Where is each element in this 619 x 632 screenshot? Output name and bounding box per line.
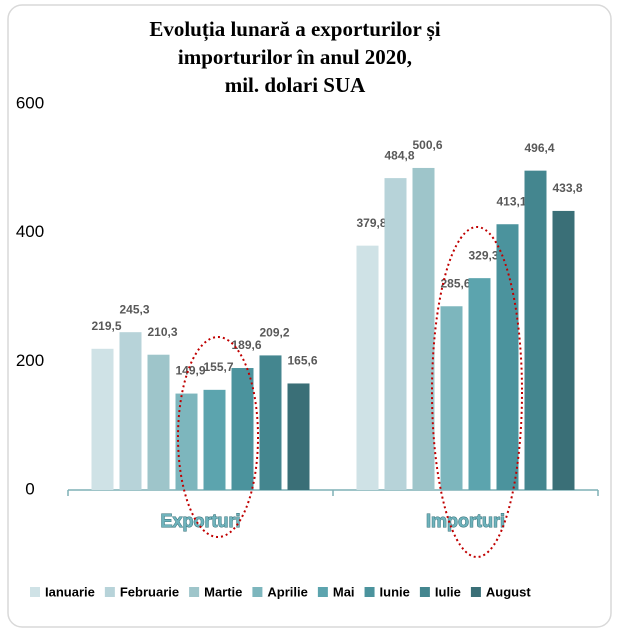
bar xyxy=(203,389,226,490)
y-tick-label: 200 xyxy=(16,351,44,370)
data-label: 210,3 xyxy=(147,325,177,339)
bar xyxy=(231,368,254,490)
y-tick-label: 400 xyxy=(16,222,44,241)
legend-swatch xyxy=(364,587,375,597)
legend-label: Mai xyxy=(333,584,355,599)
highlight-ellipse xyxy=(177,336,259,538)
legend-label: August xyxy=(486,584,531,599)
legend-label: Aprilie xyxy=(267,584,307,599)
bar xyxy=(468,278,491,490)
bar xyxy=(356,245,379,490)
bar xyxy=(119,332,142,490)
x-tick-label: Exporturi xyxy=(160,511,240,531)
data-label: 433,8 xyxy=(552,181,582,195)
x-tick-label: Importuri xyxy=(426,511,505,531)
legend-swatch xyxy=(470,587,481,597)
data-label: 500,6 xyxy=(412,138,442,152)
bar xyxy=(287,383,310,490)
chart-title: Evoluția lunară a exporturilor și xyxy=(149,17,440,42)
data-label: 219,5 xyxy=(91,319,121,333)
bar xyxy=(496,224,519,490)
y-tick-label: 0 xyxy=(25,479,34,498)
legend-swatch xyxy=(30,587,40,597)
bar xyxy=(384,178,407,490)
legend-label: Iulie xyxy=(435,584,461,599)
bar xyxy=(259,355,282,490)
data-label: 209,2 xyxy=(259,326,289,340)
data-label: 155,7 xyxy=(203,360,233,374)
data-label: 379,8 xyxy=(356,216,386,230)
legend-label: Ianuarie xyxy=(45,584,95,599)
data-label: 149,9 xyxy=(175,364,205,378)
chart-title: mil. dolari SUA xyxy=(225,73,366,97)
chart-title: importurilor în anul 2020, xyxy=(178,45,412,69)
legend-swatch xyxy=(189,587,200,597)
legend-swatch xyxy=(419,587,430,597)
data-label: 496,4 xyxy=(524,141,554,155)
y-tick-label: 600 xyxy=(16,93,44,112)
bar xyxy=(440,306,463,490)
bar xyxy=(175,393,198,490)
legend-label: Februarie xyxy=(120,584,179,599)
bar xyxy=(91,348,114,490)
data-label: 413,1 xyxy=(496,194,526,208)
data-label: 189,6 xyxy=(231,338,261,352)
data-label: 285,6 xyxy=(440,276,470,290)
legend-swatch xyxy=(252,587,263,597)
data-label: 165,6 xyxy=(287,354,317,368)
legend-swatch xyxy=(317,587,328,597)
plot-area: 0200400600Exporturi219,5245,3210,3149,91… xyxy=(16,93,599,599)
bar xyxy=(412,167,435,490)
data-label: 329,3 xyxy=(468,248,498,262)
legend-label: Martie xyxy=(204,584,242,599)
legend-swatch xyxy=(104,587,115,597)
bar xyxy=(552,210,575,490)
bar xyxy=(524,170,547,490)
legend-label: Iunie xyxy=(380,584,410,599)
data-label: 484,8 xyxy=(384,148,414,162)
chart-frame xyxy=(7,4,612,628)
highlight-ellipse xyxy=(431,226,523,558)
data-label: 245,3 xyxy=(119,302,149,316)
bar xyxy=(147,354,170,490)
